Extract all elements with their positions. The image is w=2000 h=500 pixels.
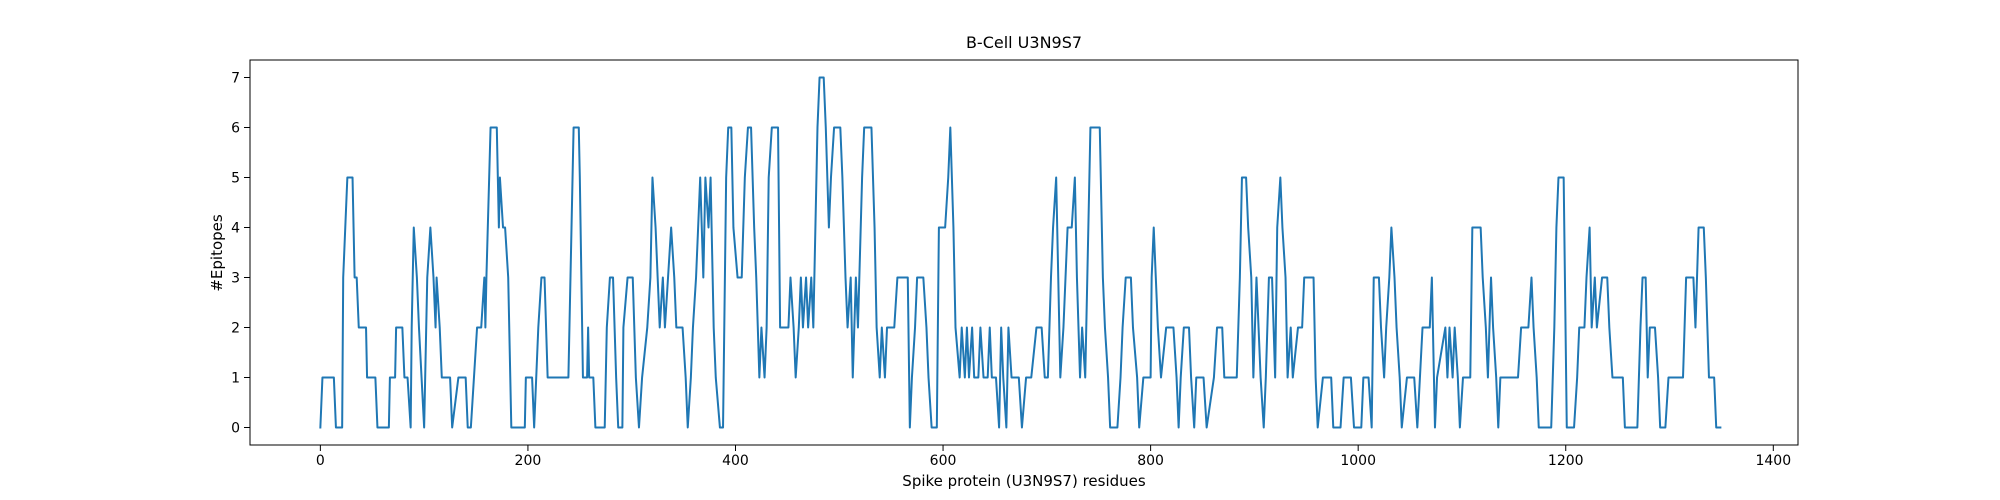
x-tick-label: 200: [515, 453, 542, 469]
data-line: [319, 76, 1722, 429]
y-tick-label: 5: [231, 171, 240, 187]
y-tick-label: 2: [231, 321, 240, 337]
x-tick-label: 600: [930, 453, 957, 469]
y-axis-label: #Epitopes: [208, 214, 226, 292]
chart-title: B-Cell U3N9S7: [966, 33, 1082, 52]
x-tick-label: 1000: [1340, 453, 1376, 469]
y-tick-label: 7: [231, 71, 240, 87]
x-tick-label: 800: [1137, 453, 1164, 469]
y-tick-label: 6: [231, 121, 240, 137]
y-tick-label: 3: [231, 271, 240, 287]
x-tick-label: 1400: [1755, 453, 1791, 469]
x-tick-label: 0: [316, 453, 325, 469]
plot-frame: [249, 59, 1799, 446]
x-tick-label: 400: [722, 453, 749, 469]
x-tick-label: 1200: [1548, 453, 1584, 469]
y-tick-label: 4: [231, 221, 240, 237]
y-tick-label: 1: [231, 371, 240, 387]
x-axis-label: Spike protein (U3N9S7) residues: [902, 472, 1146, 490]
y-tick-label: 0: [231, 421, 240, 437]
